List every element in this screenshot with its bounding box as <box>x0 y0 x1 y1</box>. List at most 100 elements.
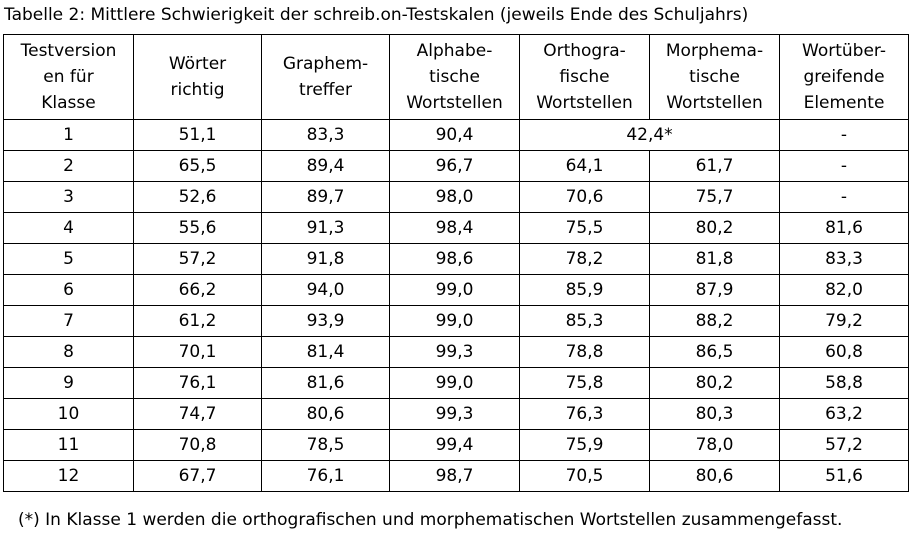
table-caption: Tabelle 2: Mittlere Schwierigkeit der sc… <box>4 5 749 25</box>
table-cell: 57,2 <box>779 429 909 461</box>
table-row: 4 55,6 91,3 98,4 75,5 80,2 81,6 <box>3 212 909 244</box>
table-cell: 86,5 <box>649 336 780 368</box>
table-cell: 81,6 <box>779 212 909 244</box>
table-cell: 70,8 <box>133 429 262 461</box>
column-header-testversion: Testversion en für Klasse <box>3 34 134 120</box>
table-cell: 76,1 <box>261 460 390 492</box>
table-cell: 8 <box>3 336 134 368</box>
table-cell: 88,2 <box>649 305 780 337</box>
merged-table-cell: 42,4* <box>519 119 780 151</box>
table-cell: 5 <box>3 243 134 275</box>
table-cell: 98,6 <box>389 243 520 275</box>
table-cell: 70,6 <box>519 181 650 213</box>
table-cell: 96,7 <box>389 150 520 182</box>
table-cell: 1 <box>3 119 134 151</box>
table-row: 6 66,2 94,0 99,0 85,9 87,9 82,0 <box>3 274 909 306</box>
table-cell: 2 <box>3 150 134 182</box>
table-row: 2 65,5 89,4 96,7 64,1 61,7 - <box>3 150 909 182</box>
table-cell: 10 <box>3 398 134 430</box>
table-cell: 99,4 <box>389 429 520 461</box>
table-cell: 70,5 <box>519 460 650 492</box>
table-cell: 91,8 <box>261 243 390 275</box>
table-cell: 12 <box>3 460 134 492</box>
table-cell: 4 <box>3 212 134 244</box>
table-cell: 57,2 <box>133 243 262 275</box>
table-cell: 99,0 <box>389 305 520 337</box>
table-cell: 81,8 <box>649 243 780 275</box>
table-row: 12 67,7 76,1 98,7 70,5 80,6 51,6 <box>3 460 909 492</box>
table-cell: 87,9 <box>649 274 780 306</box>
table-cell: 75,7 <box>649 181 780 213</box>
table-cell: 61,2 <box>133 305 262 337</box>
table-cell: 85,3 <box>519 305 650 337</box>
table-cell: 89,4 <box>261 150 390 182</box>
table-cell: - <box>779 119 909 151</box>
table-cell: 78,5 <box>261 429 390 461</box>
table-cell: 80,6 <box>261 398 390 430</box>
table-cell: 65,5 <box>133 150 262 182</box>
table-cell: 76,3 <box>519 398 650 430</box>
table-cell: 61,7 <box>649 150 780 182</box>
table-cell: 75,9 <box>519 429 650 461</box>
table-cell: 60,8 <box>779 336 909 368</box>
table-cell: 93,9 <box>261 305 390 337</box>
table-cell: - <box>779 181 909 213</box>
table-cell: 91,3 <box>261 212 390 244</box>
table-cell: 74,7 <box>133 398 262 430</box>
table-row: 1 51,1 83,3 90,4 42,4* - <box>3 119 909 151</box>
table-cell: 51,1 <box>133 119 262 151</box>
difficulty-table: Testversion en für Klasse Wörter richtig… <box>3 34 909 492</box>
table-row: 11 70,8 78,5 99,4 75,9 78,0 57,2 <box>3 429 909 461</box>
table-cell: 81,6 <box>261 367 390 399</box>
column-header-orthografische-wortstellen: Orthogra- fische Wortstellen <box>519 34 650 120</box>
table-cell: 78,0 <box>649 429 780 461</box>
table-cell: 89,7 <box>261 181 390 213</box>
table-cell: 51,6 <box>779 460 909 492</box>
table-row: 7 61,2 93,9 99,0 85,3 88,2 79,2 <box>3 305 909 337</box>
table-row: 3 52,6 89,7 98,0 70,6 75,7 - <box>3 181 909 213</box>
column-header-alphabetische-wortstellen: Alphabe- tische Wortstellen <box>389 34 520 120</box>
table-cell: 99,3 <box>389 398 520 430</box>
table-cell: 80,2 <box>649 212 780 244</box>
table-cell: 99,0 <box>389 274 520 306</box>
table-cell: 80,2 <box>649 367 780 399</box>
table-footnote: (*) In Klasse 1 werden die orthografisch… <box>18 510 843 530</box>
table-cell: 80,3 <box>649 398 780 430</box>
table-cell: 83,3 <box>261 119 390 151</box>
table-cell: 81,4 <box>261 336 390 368</box>
table-cell: 55,6 <box>133 212 262 244</box>
header-row: Testversion en für Klasse Wörter richtig… <box>3 34 909 120</box>
table-cell: 67,7 <box>133 460 262 492</box>
table-row: 9 76,1 81,6 99,0 75,8 80,2 58,8 <box>3 367 909 399</box>
table-cell: 90,4 <box>389 119 520 151</box>
table-cell: 66,2 <box>133 274 262 306</box>
table-cell: 98,7 <box>389 460 520 492</box>
table-cell: 99,3 <box>389 336 520 368</box>
table-cell: 94,0 <box>261 274 390 306</box>
column-header-wortuebergreifende-elemente: Wortüber- greifende Elemente <box>779 34 909 120</box>
column-header-woerter-richtig: Wörter richtig <box>133 34 262 120</box>
table-cell: 76,1 <box>133 367 262 399</box>
table-cell: 98,0 <box>389 181 520 213</box>
table-cell: - <box>779 150 909 182</box>
table-cell: 7 <box>3 305 134 337</box>
table-cell: 78,2 <box>519 243 650 275</box>
table-cell: 64,1 <box>519 150 650 182</box>
table-row: 10 74,7 80,6 99,3 76,3 80,3 63,2 <box>3 398 909 430</box>
table-row: 8 70,1 81,4 99,3 78,8 86,5 60,8 <box>3 336 909 368</box>
table-cell: 9 <box>3 367 134 399</box>
table-cell: 98,4 <box>389 212 520 244</box>
table-cell: 70,1 <box>133 336 262 368</box>
table-row: 5 57,2 91,8 98,6 78,2 81,8 83,3 <box>3 243 909 275</box>
table-cell: 83,3 <box>779 243 909 275</box>
table-cell: 58,8 <box>779 367 909 399</box>
table-cell: 63,2 <box>779 398 909 430</box>
table-cell: 75,5 <box>519 212 650 244</box>
column-header-graphemtreffer: Graphem- treffer <box>261 34 390 120</box>
table-cell: 11 <box>3 429 134 461</box>
table-cell: 79,2 <box>779 305 909 337</box>
column-header-morphematische-wortstellen: Morphema- tische Wortstellen <box>649 34 780 120</box>
table-cell: 85,9 <box>519 274 650 306</box>
table-cell: 52,6 <box>133 181 262 213</box>
table-cell: 82,0 <box>779 274 909 306</box>
